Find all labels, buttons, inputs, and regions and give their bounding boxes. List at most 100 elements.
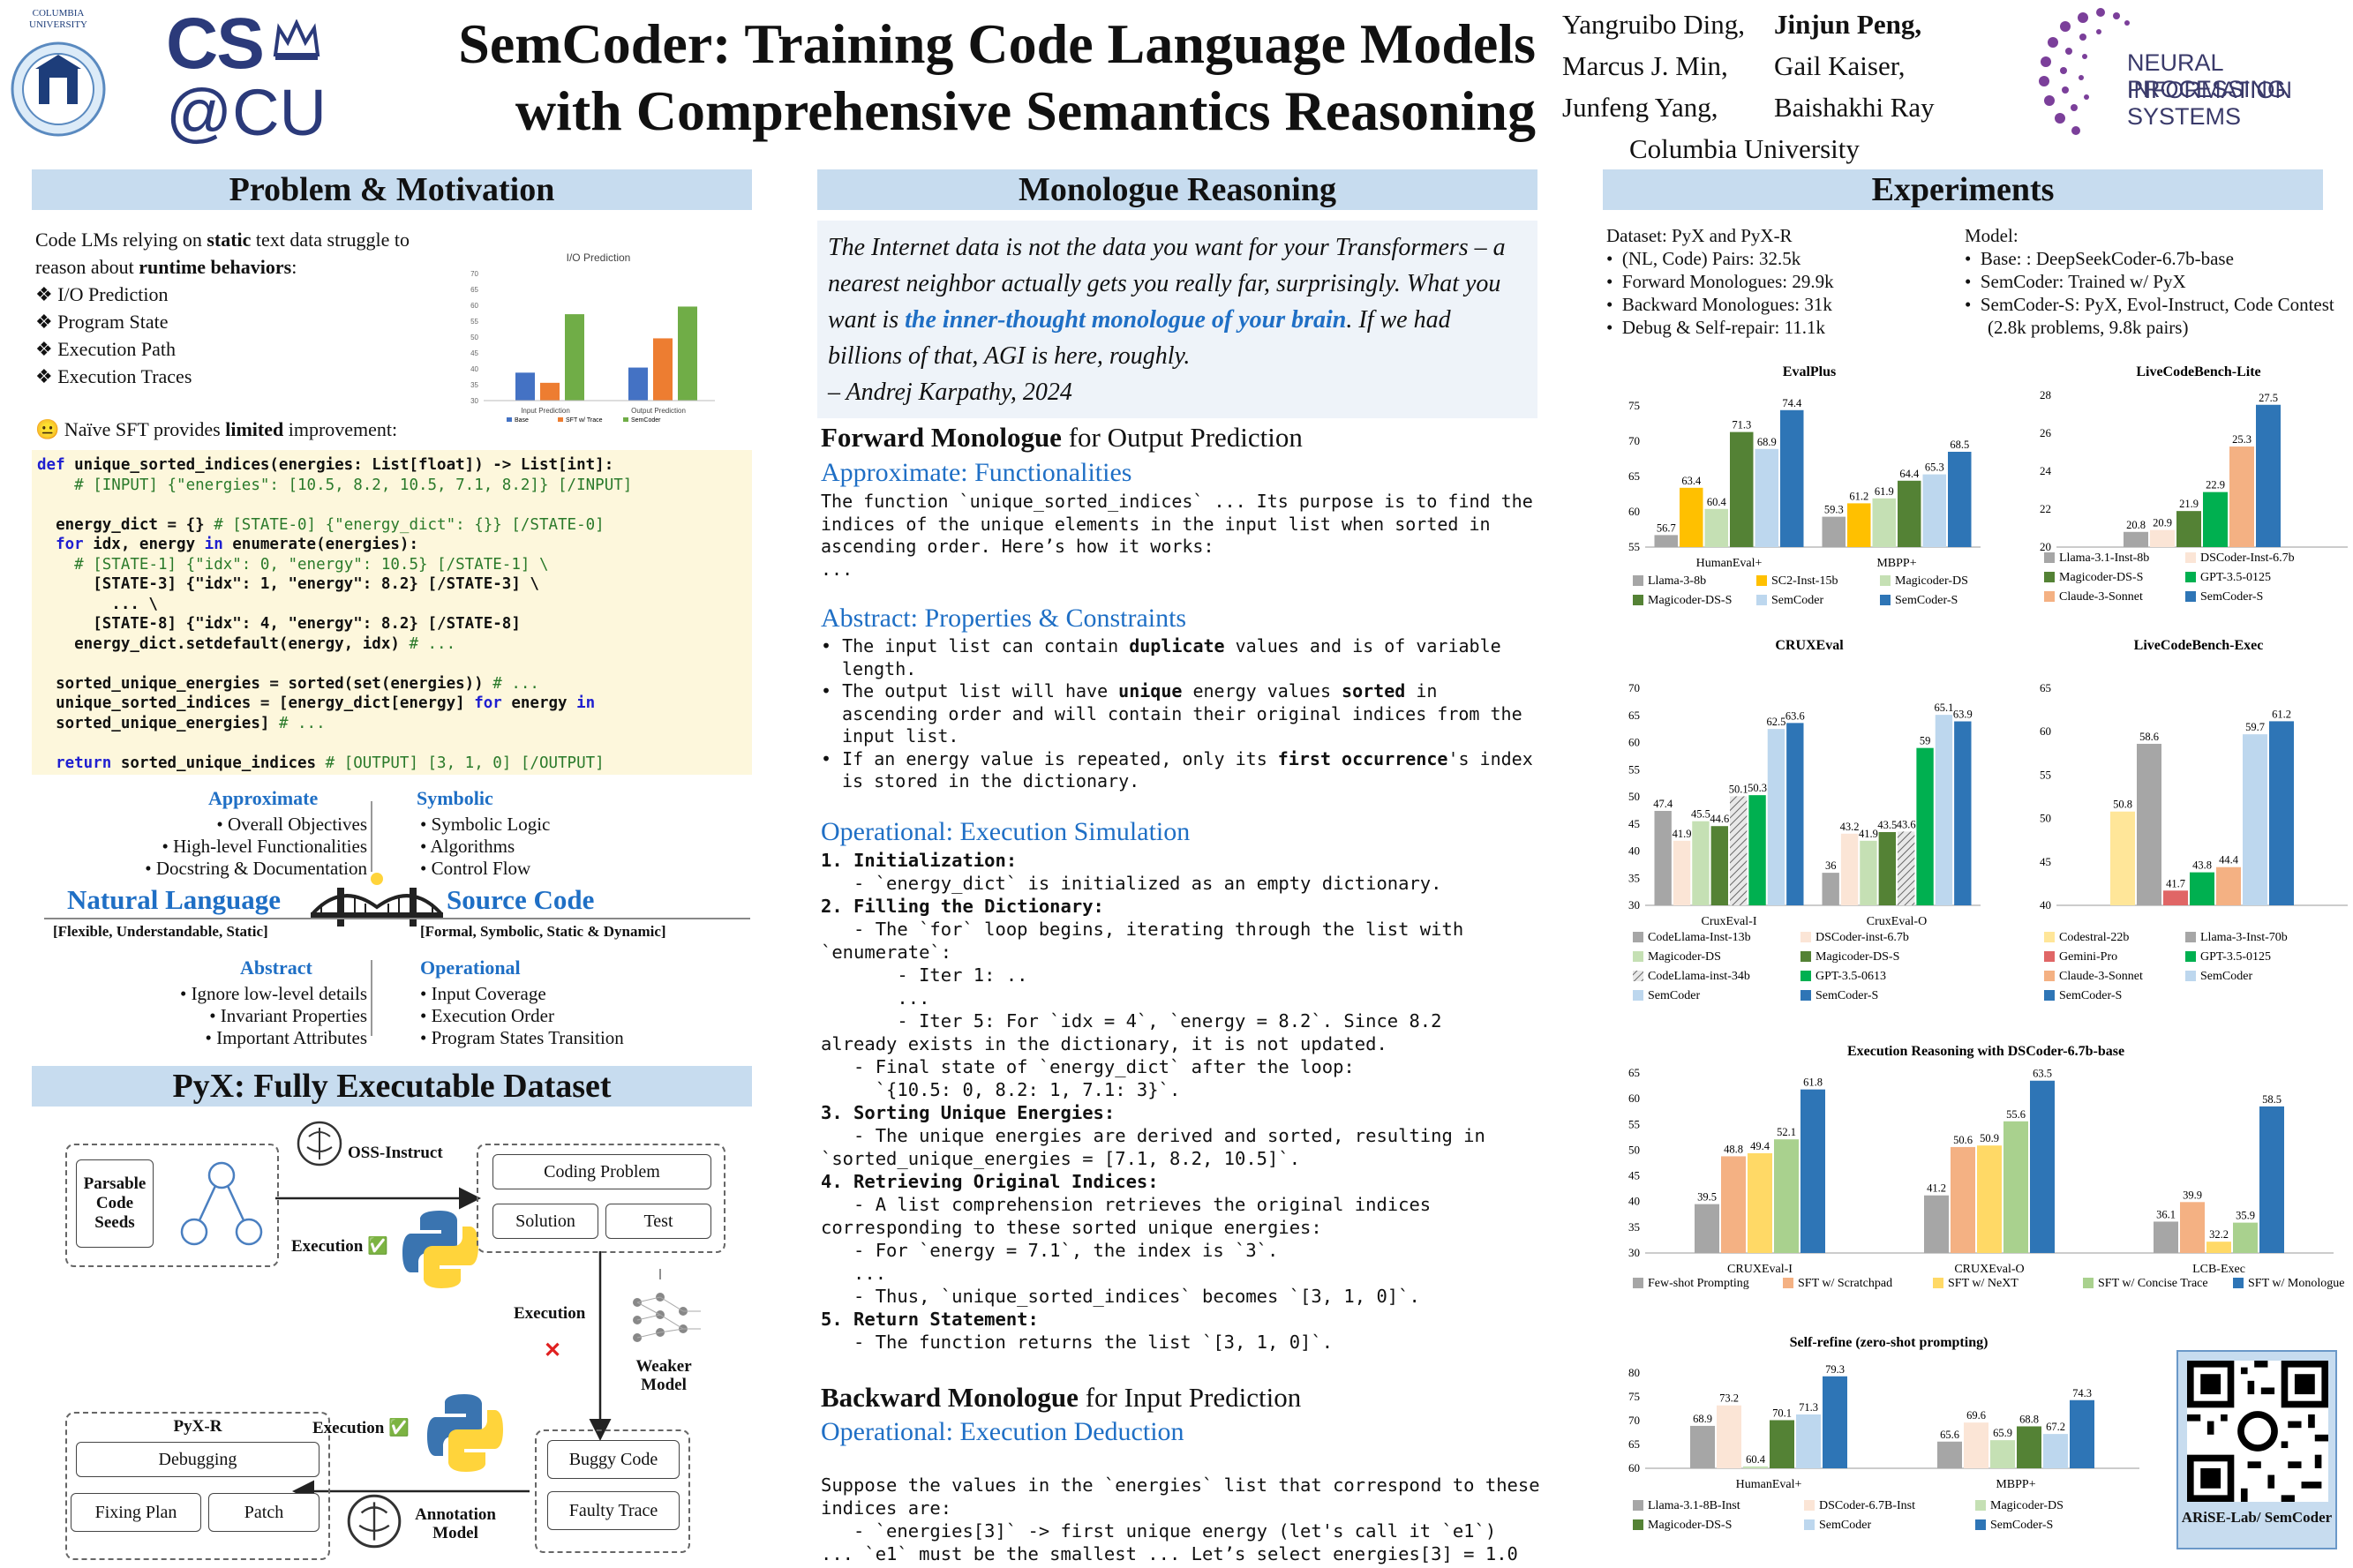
bar-magicoder-ds <box>1872 498 1896 547</box>
y-tick-label: 35 <box>1628 871 1640 884</box>
model-title: Model: <box>1965 225 2018 246</box>
bar-magicoder-ds <box>1990 1440 2015 1468</box>
bar-semcoder <box>1935 715 1953 905</box>
y-tick-label: 65 <box>1628 1437 1640 1451</box>
abstract-bullet-part: duplicate <box>1129 635 1225 656</box>
legend-label: DSCoder-inst-6.7b <box>1815 931 1909 944</box>
data-label: 64.4 <box>1899 468 1920 480</box>
bar-gpt-3-5-0125 <box>2190 872 2214 905</box>
bar-dscoder-inst-6-7b <box>1840 833 1859 905</box>
code-line <box>37 495 747 515</box>
dataset-item-label: Forward Monologues: 29.9k <box>1621 271 1834 292</box>
data-label: 49.4 <box>1750 1140 1770 1152</box>
data-label: 68.5 <box>1950 439 1969 451</box>
y-tick-label: 45 <box>1628 1169 1640 1182</box>
problem-item-label: I/O Prediction <box>57 283 169 305</box>
bar-semcoder <box>1767 729 1785 905</box>
bar-semcoder-s <box>2269 721 2294 905</box>
solution-box: Solution <box>492 1204 598 1239</box>
io-legend-swatch <box>623 417 628 422</box>
check-icon: ✅ <box>388 1419 410 1437</box>
problem-item: ❖ I/O Prediction <box>35 283 169 305</box>
model-item: • SemCoder-S: PyX, Evol-Instruct, Code C… <box>1965 294 2334 338</box>
data-label: 59 <box>1920 735 1931 747</box>
y-tick-label: 40 <box>1628 1195 1640 1208</box>
operational-item-label: Input Coverage <box>431 983 546 1004</box>
bar-sft-w-monologue <box>2259 1106 2284 1253</box>
abstract-bullets: • The input list can contain duplicate v… <box>821 635 1536 793</box>
bar-llama-3-1-8b-inst <box>1690 1425 1715 1468</box>
data-label: 27.5 <box>2259 392 2278 404</box>
execution-text: Execution <box>312 1419 385 1437</box>
bar-llama-3-inst-70b <box>2137 743 2161 905</box>
code-line: [STATE-8] {"idx": 4, "energy": 8.2} [/ST… <box>37 615 521 633</box>
y-tick-label: 60 <box>1628 1092 1640 1105</box>
legend-label: Magicoder-DS-S <box>1648 594 1732 607</box>
data-label: 50.3 <box>1748 782 1767 794</box>
abstract-bullet-part: sorted <box>1342 680 1406 701</box>
symbolic-item-label: Control Flow <box>431 858 531 879</box>
neurips-dots-icon <box>2039 8 2130 135</box>
pyxr-group <box>65 1412 330 1560</box>
model-item-label: Base: : DeepSeekCoder-6.7b-base <box>1980 248 2234 269</box>
bar-sc2-inst-15b <box>1680 487 1703 547</box>
y-tick-label: 24 <box>2040 464 2052 477</box>
deduction-heading: Operational: Execution Deduction <box>821 1417 1184 1446</box>
execution-text: Execution <box>291 1237 364 1256</box>
problem-item-label: Execution Path <box>57 338 177 360</box>
execution-label-2: Execution <box>514 1304 586 1323</box>
bar-sft-w-next <box>1977 1145 2002 1253</box>
faulty-trace-box: Faulty Trace <box>547 1491 680 1530</box>
legend-label: Llama-3-8b <box>1648 574 1706 588</box>
operational-lines: 1. Initialization: - `energy_dict` is in… <box>821 849 1541 1354</box>
legend-swatch <box>1880 575 1891 586</box>
x-tick-label: CruxEval-O <box>1867 915 1927 928</box>
legend-label: Magicoder-DS-S <box>1815 950 1899 964</box>
y-tick-label: 60 <box>1628 1461 1640 1474</box>
annotation-model-label: Annotation Model <box>415 1505 496 1542</box>
abstract-bullet-part: unique <box>1118 680 1183 701</box>
bar-few-shot-prompting <box>2154 1221 2178 1253</box>
y-tick-label: 20 <box>2040 540 2051 553</box>
code-line: unique_sorted_indices = [energy_dict[ene… <box>37 694 596 712</box>
chart-2: CRUXEval 30 35 40 45 50 55 60 65 70 47.4 41.9 45.5 44… <box>1628 638 1981 1002</box>
abstract-bullet-part: first occurrence <box>1277 747 1448 769</box>
bar-codellama-inst-13b <box>1654 810 1672 905</box>
approximate-item-label: Docstring & Documentation <box>155 858 367 879</box>
symbolic-list: • Symbolic Logic • Algorithms • Control … <box>420 814 550 880</box>
debugging-box: Debugging <box>76 1442 319 1477</box>
abstract-bullet-part: 's index is stored in the dictionary. <box>842 747 1544 792</box>
data-label: 50.6 <box>1953 1134 1973 1146</box>
divider <box>44 918 750 919</box>
section-problem-header: Problem & Motivation <box>32 169 752 210</box>
io-legend-swatch <box>558 417 563 422</box>
karpathy-quote: The Internet data is not the data you wa… <box>817 221 1537 418</box>
data-label: 36 <box>1825 859 1837 872</box>
dataset-item: • Forward Monologues: 29.9k <box>1606 271 1834 292</box>
data-label: 43.5 <box>1877 819 1897 831</box>
legend-label: SC2-Inst-15b <box>1771 574 1838 588</box>
y-tick-label: 65 <box>2040 681 2051 694</box>
data-label: 39.9 <box>2183 1189 2202 1201</box>
legend-swatch <box>2185 951 2196 962</box>
legend-label: SemCoder <box>2200 970 2252 983</box>
section-problem-title: Problem & Motivation <box>229 171 555 208</box>
operational-list: • Input Coverage • Execution Order • Pro… <box>420 983 624 1049</box>
pyxr-label: PyX-R <box>173 1417 222 1436</box>
abstract-bullet-part: in ascending order and will contain thei… <box>842 680 1533 746</box>
abstract-item: • Ignore low-level details <box>179 983 367 1004</box>
legend-swatch <box>1633 595 1643 605</box>
legend-swatch <box>1800 932 1811 942</box>
approximate-item: • Overall Objectives <box>216 814 367 835</box>
legend-swatch <box>1975 1519 1986 1530</box>
forward-monologue-heading: Forward Monologue for Output Prediction <box>821 422 1303 454</box>
y-tick-label: 65 <box>1628 1066 1640 1079</box>
problem-intro: Code LMs relying on static text data str… <box>35 226 450 281</box>
columbia-logo: COLUMBIA UNIVERSITY <box>9 5 108 146</box>
data-label: 65.3 <box>1925 461 1944 474</box>
bar-claude-3-sonnet <box>2229 446 2254 547</box>
legend-label: Claude-3-Sonnet <box>2059 590 2143 604</box>
legend-label: SemCoder-S <box>1815 989 1878 1002</box>
bar-sc2-inst-15b <box>1847 503 1871 547</box>
experiment-charts: EvalPlus 55 60 65 70 75 56.7 63.4 60.4 71.3 68.9 74… <box>1628 364 2348 1532</box>
